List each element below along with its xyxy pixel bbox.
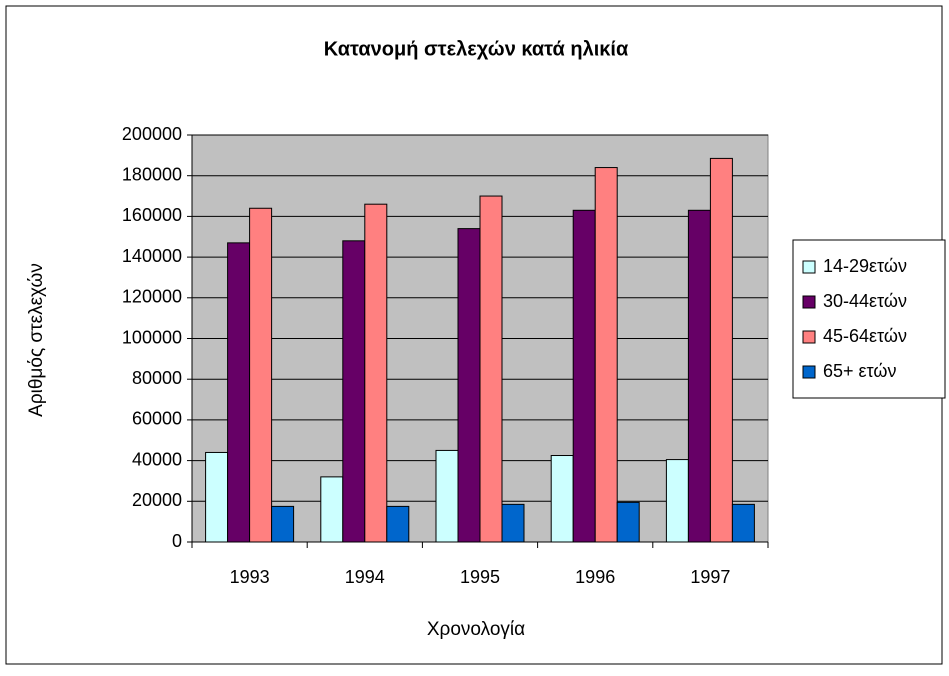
bar (594, 167, 618, 543)
y-tick-label: 200000 (122, 124, 182, 144)
bar (572, 209, 596, 543)
x-axis-label: Χρονολογία (427, 619, 525, 640)
bar (342, 240, 366, 543)
x-tick-label: 1995 (460, 567, 500, 587)
x-tick-label: 1997 (690, 567, 730, 587)
y-tick-label: 0 (172, 531, 182, 551)
bar (320, 476, 344, 543)
legend-label: 30-44ετών (823, 291, 907, 311)
bar (687, 209, 711, 543)
bar (205, 451, 229, 543)
bar (386, 505, 410, 543)
bar (249, 207, 273, 543)
bar (479, 195, 503, 543)
y-tick-label: 160000 (122, 205, 182, 225)
bar (364, 203, 388, 543)
y-tick-label: 140000 (122, 246, 182, 266)
legend-swatch (802, 260, 816, 274)
legend-swatch (802, 330, 816, 344)
bar (435, 449, 459, 543)
bar (550, 455, 574, 543)
bar (731, 503, 755, 543)
bar (501, 503, 525, 543)
bar (457, 228, 481, 543)
x-tick-label: 1993 (230, 567, 270, 587)
x-tick-label: 1994 (345, 567, 385, 587)
y-tick-label: 20000 (132, 490, 182, 510)
y-tick-label: 80000 (132, 368, 182, 388)
y-tick-label: 120000 (122, 287, 182, 307)
bar (227, 242, 251, 543)
bar (271, 505, 295, 543)
y-axis-label: Αριθμός στελεχών (26, 263, 47, 417)
bar (709, 157, 733, 543)
y-tick-label: 100000 (122, 327, 182, 347)
bar (665, 459, 689, 543)
legend-swatch (802, 295, 816, 309)
x-tick-label: 1996 (575, 567, 615, 587)
y-tick-label: 40000 (132, 449, 182, 469)
legend-box (792, 239, 946, 399)
y-tick-label: 60000 (132, 409, 182, 429)
legend-label: 65+ ετών (823, 361, 896, 381)
bar (616, 501, 640, 543)
y-tick-label: 180000 (122, 164, 182, 184)
chart-title: Κατανομή στελεχών κατά ηλικία (324, 38, 629, 60)
legend-label: 14-29ετών (823, 256, 907, 276)
legend-label: 45-64ετών (823, 326, 907, 346)
legend-swatch (802, 365, 816, 379)
